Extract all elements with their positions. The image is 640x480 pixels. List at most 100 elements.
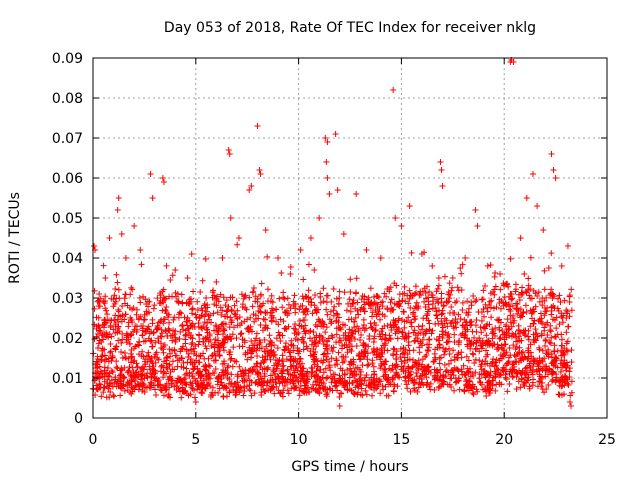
data-point: [164, 332, 171, 339]
data-point: [128, 359, 135, 366]
data-point: [563, 329, 570, 336]
data-point: [334, 311, 341, 318]
data-point: [498, 344, 505, 351]
data-point: [415, 338, 422, 345]
data-point: [389, 306, 396, 313]
data-point: [262, 316, 269, 323]
data-point: [155, 335, 162, 342]
data-point: [528, 315, 535, 322]
data-point: [91, 243, 98, 249]
data-point: [113, 364, 120, 371]
data-point: [470, 292, 477, 299]
data-point: [496, 335, 503, 342]
data-point: [211, 301, 218, 308]
data-point: [321, 321, 328, 328]
data-point: [410, 347, 417, 354]
data-point: [304, 376, 311, 383]
data-point: [128, 284, 135, 291]
data-point: [108, 295, 115, 302]
data-point: [226, 376, 233, 383]
data-point: [560, 312, 567, 319]
data-point: [246, 382, 253, 389]
data-point: [250, 284, 257, 291]
y-tick-label: 0.09: [52, 51, 83, 67]
data-point: [529, 309, 536, 316]
data-point: [342, 382, 349, 389]
data-point: [446, 350, 453, 357]
data-point: [131, 345, 138, 352]
data-point: [253, 379, 260, 386]
data-point: [368, 324, 375, 331]
data-point: [215, 376, 222, 383]
data-point: [455, 311, 462, 318]
data-point: [554, 364, 561, 371]
data-point: [355, 352, 362, 359]
data-point: [322, 329, 329, 336]
data-point: [423, 374, 430, 381]
data-point: [279, 376, 286, 383]
data-point: [280, 358, 287, 365]
data-point: [336, 288, 343, 295]
data-point: [520, 310, 527, 317]
data-point: [256, 167, 263, 173]
data-point: [244, 356, 251, 363]
data-point: [405, 363, 412, 370]
data-point: [492, 283, 499, 290]
data-point: [472, 346, 479, 353]
data-point: [271, 390, 278, 397]
data-point: [426, 326, 433, 333]
data-point: [425, 348, 432, 355]
data-point: [226, 388, 233, 395]
data-point: [136, 294, 143, 301]
data-point: [239, 301, 246, 308]
data-point: [405, 342, 412, 349]
data-point: [459, 299, 466, 306]
data-point: [342, 336, 349, 343]
data-point: [550, 167, 557, 173]
data-point: [334, 187, 341, 193]
data-point: [357, 306, 364, 313]
data-point: [233, 388, 240, 395]
data-point: [421, 298, 428, 305]
data-point: [298, 323, 305, 330]
data-point: [240, 370, 247, 377]
data-point: [209, 392, 216, 399]
chart-title: Day 053 of 2018, Rate Of TEC Index for r…: [164, 20, 536, 36]
data-point: [242, 377, 249, 384]
data-point: [545, 264, 552, 271]
data-point: [566, 399, 573, 405]
data-point: [549, 295, 556, 302]
y-tick-label: 0.02: [52, 331, 83, 347]
data-point: [454, 354, 461, 361]
data-point: [314, 363, 321, 370]
data-point: [536, 373, 543, 380]
data-point: [468, 384, 475, 391]
data-point: [242, 292, 249, 299]
data-point: [230, 386, 237, 393]
data-point: [336, 334, 343, 341]
data-point: [166, 346, 173, 353]
data-point: [191, 394, 198, 401]
data-point: [205, 338, 212, 345]
data-point: [197, 288, 204, 295]
data-point: [344, 349, 351, 356]
data-point: [448, 303, 455, 310]
data-point: [360, 305, 367, 312]
data-point: [344, 366, 351, 373]
data-point: [392, 215, 399, 221]
data-point: [547, 340, 554, 347]
data-point: [126, 340, 133, 347]
data-point: [237, 384, 244, 391]
data-point: [332, 318, 339, 325]
data-point: [333, 380, 340, 387]
data-point: [285, 390, 292, 397]
data-point: [194, 380, 201, 387]
data-point: [240, 392, 247, 399]
data-point: [347, 276, 354, 283]
data-point: [543, 308, 550, 315]
data-point: [141, 311, 148, 318]
data-point: [360, 322, 367, 329]
data-point: [115, 195, 122, 201]
data-point: [503, 368, 510, 375]
data-point: [215, 325, 222, 332]
